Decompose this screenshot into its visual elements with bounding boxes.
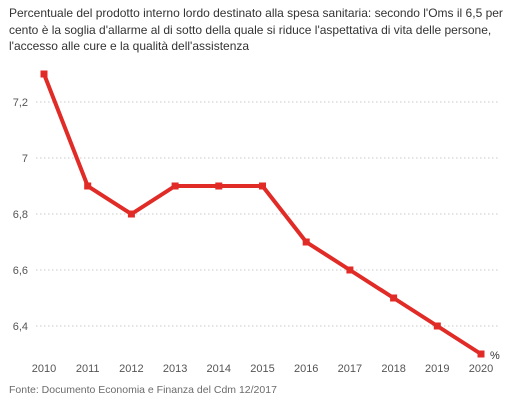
x-tick-label: 2013 <box>163 363 187 375</box>
data-point <box>346 266 354 274</box>
x-tick-label: 2018 <box>381 363 405 375</box>
x-tick-label: 2016 <box>294 363 318 375</box>
x-tick-label: 2014 <box>207 363 231 375</box>
data-point <box>433 322 441 330</box>
data-point <box>171 182 179 190</box>
x-tick-label: 2019 <box>425 363 449 375</box>
gridlines <box>36 101 500 327</box>
unit-label: % <box>490 350 500 362</box>
data-point <box>40 70 48 78</box>
y-axis-tick-labels: 6,4 6,6 6,8 7 7,2 <box>13 97 28 333</box>
source-note: Fonte: Documento Economia e Finanza del … <box>9 384 277 396</box>
y-tick-label: 7 <box>22 153 28 165</box>
series-line <box>42 73 483 356</box>
x-tick-label: 2010 <box>32 363 56 375</box>
y-tick-label: 6,4 <box>13 321 28 333</box>
data-point <box>84 182 92 190</box>
data-point <box>215 182 223 190</box>
x-tick-label: 2011 <box>76 363 100 375</box>
data-point <box>259 182 266 190</box>
x-tick-label: 2015 <box>250 363 274 375</box>
data-point <box>127 210 135 218</box>
data-series <box>40 70 485 358</box>
x-tick-label: 2012 <box>119 363 143 375</box>
chart-title: Percentuale del prodotto interno lordo d… <box>9 6 503 53</box>
data-point <box>390 294 398 302</box>
data-point <box>477 350 485 358</box>
y-tick-label: 7,2 <box>13 97 28 109</box>
x-tick-label: 2020 <box>469 363 493 375</box>
y-tick-label: 6,6 <box>13 265 28 277</box>
data-point <box>302 238 310 246</box>
x-tick-label: 2017 <box>338 363 362 375</box>
x-axis-tick-labels: 2010 2011 2012 2013 2014 2015 2016 2017 2018 2019… <box>32 363 493 375</box>
y-tick-label: 6,8 <box>13 209 28 221</box>
